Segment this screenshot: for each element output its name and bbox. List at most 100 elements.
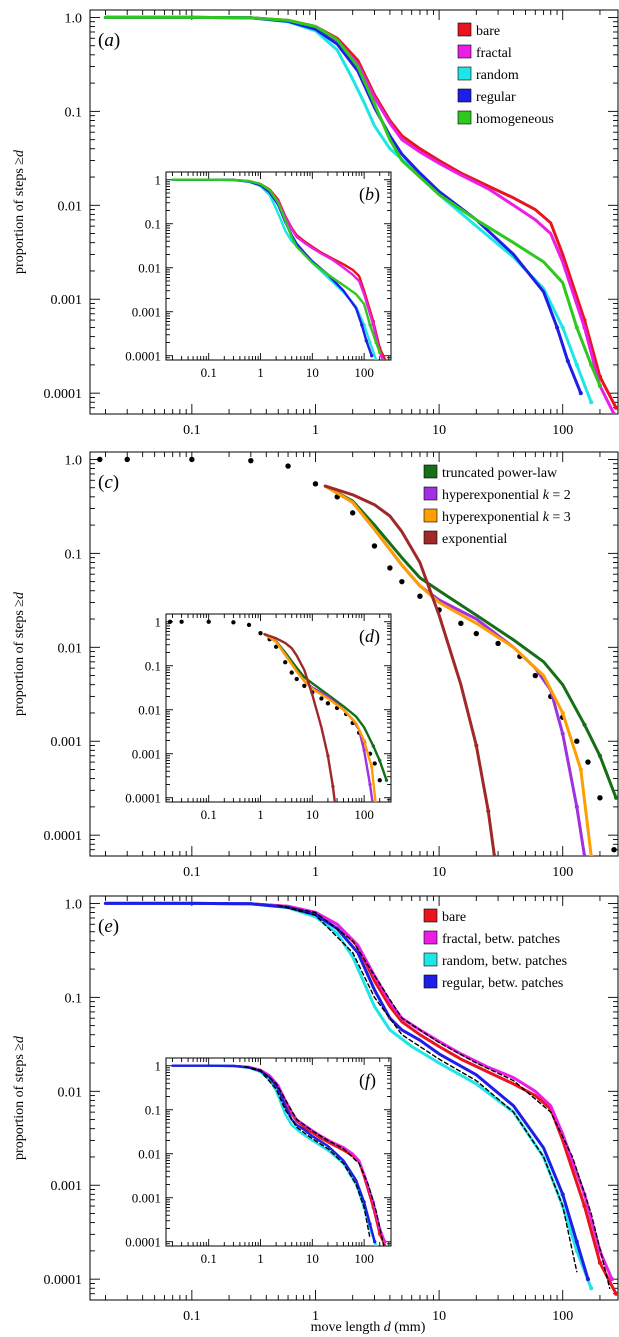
inset-e-series-regular-betw-patches-tail-point xyxy=(362,1200,366,1204)
panel-c-series-data-point xyxy=(97,456,103,463)
inset-c-xtick-label: 0.1 xyxy=(201,807,217,822)
panel-a-frame xyxy=(89,9,619,415)
inset-a-series-homogeneous-tail-point xyxy=(374,340,378,345)
inset-a-ytick-label: 0.1 xyxy=(145,217,161,232)
inset-e-series-random-betw-patches-tail-point xyxy=(374,1244,378,1246)
panel-c-y-axis-label: proportion of steps ≥d xyxy=(12,591,27,716)
legend-swatch xyxy=(457,44,472,59)
panel-e-label-close: ) xyxy=(113,916,119,937)
legend-label: fractal xyxy=(476,46,512,61)
inset-a-label-open: ( xyxy=(359,184,365,205)
inset-e-xtick-label: 1 xyxy=(257,1251,264,1266)
inset-c-label-letter: d xyxy=(365,626,375,646)
legend-swatch xyxy=(423,952,438,967)
panel-e-ytick-label: 0.001 xyxy=(51,1179,83,1194)
inset-a-series xyxy=(171,178,387,360)
panel-c-series-data-point xyxy=(597,795,603,801)
inset-c-series-hyperexponential-k-2-tail-point xyxy=(362,748,366,752)
inset-c-label-close: ) xyxy=(374,626,380,647)
inset-c-series-exponential-line xyxy=(263,633,337,802)
inset-c-series-truncated-power-law-tail-point xyxy=(371,744,375,748)
panel-c-series-hyperexponential-k-2-tail-point xyxy=(582,853,587,856)
inset-a-frame xyxy=(165,171,392,361)
inset-a-ticks xyxy=(166,172,391,361)
legend-label: regular xyxy=(476,90,516,105)
inset-c-ytick-label: 0.01 xyxy=(138,703,161,718)
panel-e-xtick-label: 0.1 xyxy=(183,1309,201,1324)
inset-e-xtick-label: 0.1 xyxy=(201,1251,217,1266)
panel-c-series-exponential-tail-point xyxy=(474,743,479,748)
panel-a-series-bare-tail-point xyxy=(613,405,618,410)
inset-c-series-data-point xyxy=(283,660,288,665)
panel-c-label-close: ) xyxy=(113,472,119,493)
panel-e-series-random-betw-patches-tail-point xyxy=(589,1286,594,1291)
panel-a-xtick-label: 1 xyxy=(312,423,319,438)
inset-a-xtick-label: 0.1 xyxy=(201,365,217,380)
panel-a-series-random-tail-point xyxy=(574,362,579,367)
inset-a-series-random-tail-point xyxy=(374,358,378,360)
panel-c-series-data-point xyxy=(473,630,480,637)
panel-a-y-axis-label: proportion of steps ≥d xyxy=(12,149,27,274)
legend-label: bare xyxy=(442,910,466,925)
inset-c: 0.1 1 10 100 1 0.1 0.01 0.001 0.0001 (d) xyxy=(125,613,392,822)
panel-c-series-data-point xyxy=(574,738,580,744)
panel-a-series-regular-tail-point xyxy=(565,358,570,364)
inset-e-ytick-label: 0.1 xyxy=(145,1103,161,1118)
panel-a-series xyxy=(103,15,618,414)
inset-e-series-fit-line xyxy=(244,1066,385,1246)
panel-c-series-data-point xyxy=(312,481,319,487)
inset-e: 0.1 1 10 100 1 0.1 0.01 0.001 0.0001 (f) xyxy=(125,1057,392,1266)
panel-a-ytick-label: 1.0 xyxy=(65,11,83,26)
legend-label: random xyxy=(476,68,519,83)
panel-a-series-random-tail-point xyxy=(560,325,565,330)
panel-c-series-hyperexponential-k-3-tail-point xyxy=(589,853,594,856)
panel-e-frame xyxy=(89,895,619,1301)
panel-c-series-data-point xyxy=(399,578,405,585)
panel-c-series-data-point xyxy=(189,456,195,463)
panel-e-series-regular-betw-patches-tail-point xyxy=(585,1277,591,1282)
legend-swatch xyxy=(423,530,438,545)
inset-a-ytick-label: 0.001 xyxy=(132,305,161,320)
inset-c-frame xyxy=(165,613,392,803)
legend-label-value: = 3 xyxy=(549,510,571,525)
panel-a-ytick-label: 0.001 xyxy=(51,293,83,308)
inset-c-series-data-point xyxy=(372,761,377,766)
inset-c-series-data-point xyxy=(302,683,307,688)
x-axis-label-var: d xyxy=(384,1320,392,1335)
panel-e-ytick-label: 1.0 xyxy=(65,897,83,912)
inset-c-xtick-label: 100 xyxy=(354,807,374,822)
inset-a-series-homogeneous-tail-point xyxy=(368,323,372,327)
panel-a-ytick-label: 0.1 xyxy=(65,105,83,120)
inset-c-series-data-point xyxy=(377,778,382,783)
inset-c-xtick-label: 10 xyxy=(306,807,319,822)
panel-e-series-fit-line xyxy=(277,904,578,1273)
panel-c-ytick-label: 0.01 xyxy=(58,641,83,656)
panel-c-series-data-point xyxy=(349,510,356,516)
panel-c-series-exponential-line xyxy=(323,484,496,856)
legend-swatch xyxy=(457,66,472,81)
panel-e-xtick-label: 1 xyxy=(312,1309,319,1324)
inset-e-xtick-label: 10 xyxy=(306,1251,319,1266)
inset-a-ytick-label: 0.0001 xyxy=(125,349,161,364)
panel-e-ticks xyxy=(90,896,618,1301)
legend-swatch xyxy=(423,486,438,501)
inset-e-label-close: ) xyxy=(370,1070,376,1091)
panel-c-series-data-point xyxy=(124,456,130,463)
inset-e-ticks xyxy=(166,1058,391,1247)
inset-c-series-data-point xyxy=(319,696,324,701)
panel-c-series-hyperexponential-k-3-tail-point xyxy=(578,767,583,772)
panel-c-series-data-point xyxy=(495,640,501,647)
inset-e-label: (f) xyxy=(359,1070,376,1091)
panel-a-series-regular-tail-point xyxy=(578,391,583,396)
panel-c-series-hyperexponential-k-2-tail-point xyxy=(560,731,565,736)
inset-e-frame xyxy=(165,1057,392,1247)
panel-e-label: (e) xyxy=(98,916,119,937)
y-axis-label-text: proportion of steps ≥ xyxy=(12,599,27,716)
panel-e-series-regular-betw-patches-tail-point xyxy=(560,1192,565,1197)
panel-a-series-regular-tail-point xyxy=(554,325,560,330)
y-axis-label-var: d xyxy=(12,1035,27,1043)
inset-c-label-open: ( xyxy=(359,626,365,647)
inset-e-series-fractal-betw-patches-tail-point xyxy=(383,1240,387,1244)
panel-c-xtick-label: 0.1 xyxy=(183,865,201,880)
inset-c-series-data-point xyxy=(294,676,299,682)
